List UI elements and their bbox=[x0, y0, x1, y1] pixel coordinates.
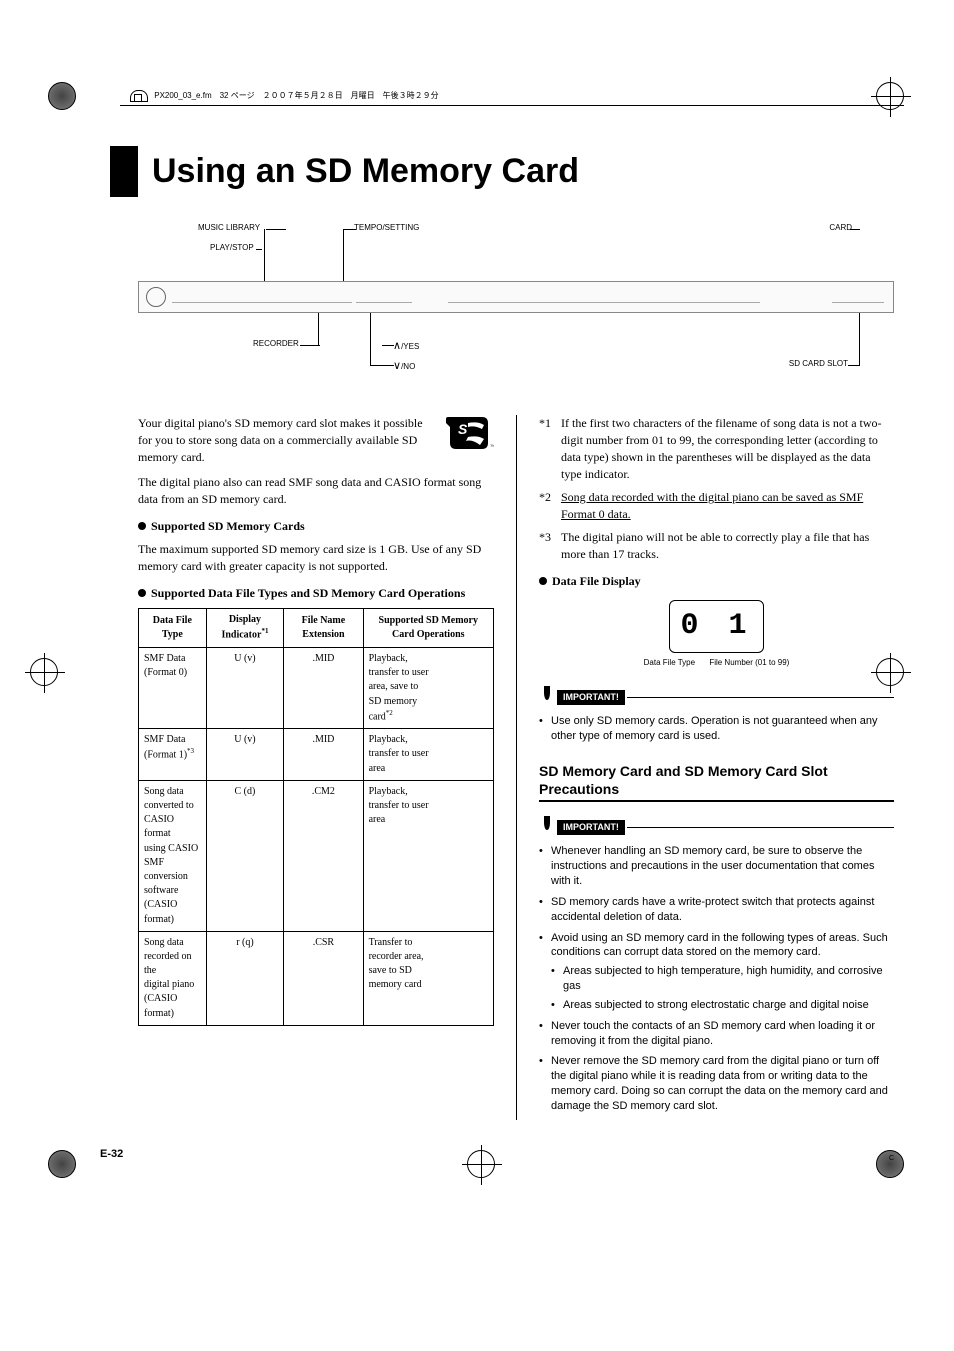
important-heading-2: IMPORTANT! bbox=[539, 816, 894, 838]
list-item: Areas subjected to strong electrostatic … bbox=[551, 998, 894, 1013]
col-file-ext: File Name Extension bbox=[284, 609, 363, 648]
important-label: IMPORTANT! bbox=[557, 690, 625, 705]
important-heading-1: IMPORTANT! bbox=[539, 686, 894, 708]
cell-ext: .MID bbox=[284, 729, 363, 781]
cell-indicator: C (d) bbox=[206, 780, 284, 931]
cell-ops: Playback,transfer to userarea bbox=[363, 780, 493, 931]
print-header: PX200_03_e.fm 32 ページ ２００７年５月２８日 月曜日 午後３時… bbox=[130, 90, 894, 106]
subhead-supported-cards: Supported SD Memory Cards bbox=[138, 518, 494, 535]
cell-ops: Playback,transfer to userarea, save toSD… bbox=[363, 647, 493, 728]
volume-knob-icon bbox=[146, 287, 166, 307]
label-music-library: MUSIC LIBRARY bbox=[198, 223, 260, 232]
header-text: PX200_03_e.fm 32 ページ ２００７年５月２８日 月曜日 午後３時… bbox=[154, 91, 438, 100]
footnote-2: *2Song data recorded with the digital pi… bbox=[539, 489, 894, 523]
cell-type: SMF Data(Format 0) bbox=[139, 647, 207, 728]
footnote-1: *1If the first two characters of the fil… bbox=[539, 415, 894, 483]
cell-type: SMF Data(Format 1)*3 bbox=[139, 729, 207, 781]
seven-seg-display: 0 1 bbox=[669, 600, 763, 653]
footnote-3: *3The digital piano will not be able to … bbox=[539, 529, 894, 563]
list-item: Whenever handling an SD memory card, be … bbox=[539, 844, 894, 889]
col-data-file-type: Data File Type bbox=[139, 609, 207, 648]
table-row: Song dataconverted toCASIO formatusing C… bbox=[139, 780, 494, 931]
sd-logo-icon: S ™ bbox=[444, 415, 494, 456]
list-item: Avoid using an SD memory card in the fol… bbox=[539, 931, 894, 1013]
page-title: Using an SD Memory Card bbox=[152, 146, 579, 197]
list-item: Areas subjected to high temperature, hig… bbox=[551, 964, 894, 994]
label-recorder: RECORDER bbox=[253, 339, 299, 348]
list-item: Use only SD memory cards. Operation is n… bbox=[539, 714, 894, 744]
display-figure: 0 1 Data File Type File Number (01 to 99… bbox=[539, 600, 894, 668]
supported-cards-body: The maximum supported SD memory card siz… bbox=[138, 541, 494, 575]
cell-ext: .CSR bbox=[284, 931, 363, 1025]
table-row: Song datarecorded on thedigital piano(CA… bbox=[139, 931, 494, 1025]
list-item: Never remove the SD memory card from the… bbox=[539, 1054, 894, 1113]
cell-indicator: U (v) bbox=[206, 729, 284, 781]
svg-text:™: ™ bbox=[490, 444, 494, 450]
important-icon bbox=[539, 686, 553, 708]
panel-diagram: MUSIC LIBRARY PLAY/STOP TEMPO/SETTING CA… bbox=[138, 217, 894, 387]
intro-p2: The digital piano also can read SMF song… bbox=[138, 474, 494, 508]
table-row: SMF Data(Format 0)U (v).MIDPlayback,tran… bbox=[139, 647, 494, 728]
booklet-icon bbox=[130, 90, 148, 102]
subhead-data-file-display: Data File Display bbox=[539, 573, 894, 590]
file-types-table: Data File Type Display Indicator*1 File … bbox=[138, 608, 494, 1026]
cell-indicator: U (v) bbox=[206, 647, 284, 728]
col-display-indicator: Display Indicator*1 bbox=[206, 609, 284, 648]
cell-ext: .MID bbox=[284, 647, 363, 728]
page-number: E-32 bbox=[100, 1148, 894, 1160]
cell-ops: Transfer torecorder area,save to SDmemor… bbox=[363, 931, 493, 1025]
important-label: IMPORTANT! bbox=[557, 820, 625, 835]
footnotes-block: *1If the first two characters of the fil… bbox=[539, 415, 894, 563]
precautions-heading: SD Memory Card and SD Memory Card Slot P… bbox=[539, 762, 894, 798]
intro-p1: Your digital piano's SD memory card slot… bbox=[138, 415, 494, 466]
cell-ops: Playback,transfer to userarea bbox=[363, 729, 493, 781]
label-card: CARD bbox=[829, 223, 852, 232]
page-letter: C bbox=[889, 1155, 894, 1162]
important-icon bbox=[539, 816, 553, 838]
left-column: S ™ Your digital piano's SD memory card … bbox=[138, 415, 516, 1120]
subhead-supported-types: Supported Data File Types and SD Memory … bbox=[138, 585, 494, 602]
label-no: ∨/NO bbox=[393, 359, 415, 372]
label-play-stop: PLAY/STOP bbox=[210, 243, 254, 252]
cell-type: Song datarecorded on thedigital piano(CA… bbox=[139, 931, 207, 1025]
table-row: SMF Data(Format 1)*3U (v).MIDPlayback,tr… bbox=[139, 729, 494, 781]
display-caption: Data File Type File Number (01 to 99) bbox=[539, 657, 894, 668]
label-tempo-setting: TEMPO/SETTING bbox=[354, 223, 419, 232]
cell-ext: .CM2 bbox=[284, 780, 363, 931]
cell-type: Song dataconverted toCASIO formatusing C… bbox=[139, 780, 207, 931]
precautions-list: Whenever handling an SD memory card, be … bbox=[539, 844, 894, 1114]
list-item: Never touch the contacts of an SD memory… bbox=[539, 1019, 894, 1049]
title-bar bbox=[110, 146, 138, 197]
table-header-row: Data File Type Display Indicator*1 File … bbox=[139, 609, 494, 648]
cell-indicator: r (q) bbox=[206, 931, 284, 1025]
svg-text:S: S bbox=[458, 421, 468, 437]
label-sd-slot: SD CARD SLOT bbox=[789, 359, 848, 368]
section-rule bbox=[539, 800, 894, 802]
list-item: SD memory cards have a write-protect swi… bbox=[539, 895, 894, 925]
page-title-block: Using an SD Memory Card bbox=[110, 146, 894, 197]
label-yes: ∧/YES bbox=[393, 339, 419, 352]
right-column: *1If the first two characters of the fil… bbox=[516, 415, 894, 1120]
important-list-1: Use only SD memory cards. Operation is n… bbox=[539, 714, 894, 744]
page-content: PX200_03_e.fm 32 ページ ２００７年５月２８日 月曜日 午後３時… bbox=[0, 0, 954, 1210]
col-operations: Supported SD Memory Card Operations bbox=[363, 609, 493, 648]
